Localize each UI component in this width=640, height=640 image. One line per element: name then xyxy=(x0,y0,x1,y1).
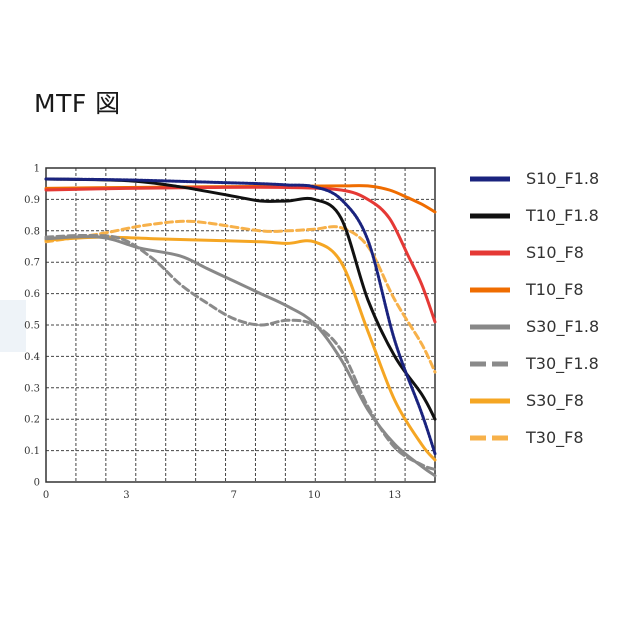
legend-swatch xyxy=(470,435,510,440)
series-layer xyxy=(44,177,437,478)
legend-item: T30_F1.8 xyxy=(468,345,640,382)
legend-label: S30_F1.8 xyxy=(526,317,600,336)
x-tick-label: 0 xyxy=(43,490,49,501)
side-tint xyxy=(0,300,26,352)
legend-swatch xyxy=(470,250,510,255)
legend-item: S30_F1.8 xyxy=(468,308,640,345)
legend-label: S30_F8 xyxy=(526,391,584,410)
legend-item: S10_F8 xyxy=(468,234,640,271)
legend-item: T10_F1.8 xyxy=(468,197,640,234)
x-tick-label: 10 xyxy=(308,490,321,501)
y-tick-label: 0.7 xyxy=(24,258,40,269)
x-tick-label: 13 xyxy=(388,490,401,501)
legend-item: S30_F8 xyxy=(468,382,640,419)
legend-swatch xyxy=(470,398,510,403)
legend-item: T30_F8 xyxy=(468,419,640,456)
series-line-s10-f8 xyxy=(44,185,437,324)
legend-label: S10_F8 xyxy=(526,243,584,262)
legend-swatch xyxy=(470,287,510,292)
x-tick-label: 7 xyxy=(231,490,237,501)
legend-item: S10_F1.8 xyxy=(468,160,640,197)
grid-layer xyxy=(45,167,436,483)
y-tick-label: 1 xyxy=(34,164,40,175)
series-line-t30-f8 xyxy=(44,219,437,374)
legend-label: S10_F1.8 xyxy=(526,169,600,188)
legend-label: T30_F8 xyxy=(526,428,584,447)
y-tick-label: 0.5 xyxy=(24,321,40,332)
y-tick-label: 0.4 xyxy=(24,352,40,363)
y-tick-label: 0.6 xyxy=(24,289,40,300)
y-tick-label: 0.2 xyxy=(24,415,40,426)
legend-label: T10_F1.8 xyxy=(526,206,599,225)
y-tick-label: 0.8 xyxy=(24,226,40,237)
chart-legend: S10_F1.8 T10_F1.8 S10_F8 T10_F8 S30_F1.8 T30_… xyxy=(468,160,640,456)
legend-swatch xyxy=(470,213,510,218)
y-tick-label: 0 xyxy=(34,478,40,489)
y-tick-label: 0.9 xyxy=(24,195,40,206)
legend-swatch xyxy=(470,324,510,329)
tick-layer: 00.10.20.30.40.50.60.70.80.910 3 7 10 13 xyxy=(24,164,401,502)
legend-swatch xyxy=(470,361,510,366)
legend-label: T10_F8 xyxy=(526,280,584,299)
legend-swatch xyxy=(470,176,510,181)
y-tick-label: 0.3 xyxy=(24,383,40,394)
legend-label: T30_F1.8 xyxy=(526,354,599,373)
x-tick-label: 3 xyxy=(123,490,129,501)
legend-item: T10_F8 xyxy=(468,271,640,308)
series-line-s30-f8 xyxy=(44,235,437,462)
series-line-s30-f1-8 xyxy=(44,235,437,478)
series-line-t30-f1-8 xyxy=(44,233,437,471)
plot-frame xyxy=(45,167,436,483)
y-tick-label: 0.1 xyxy=(24,446,40,457)
page-title: MTF 図 xyxy=(34,89,121,118)
series-line-s10-f1-8 xyxy=(44,177,437,456)
series-line-t10-f1-8 xyxy=(44,177,437,421)
